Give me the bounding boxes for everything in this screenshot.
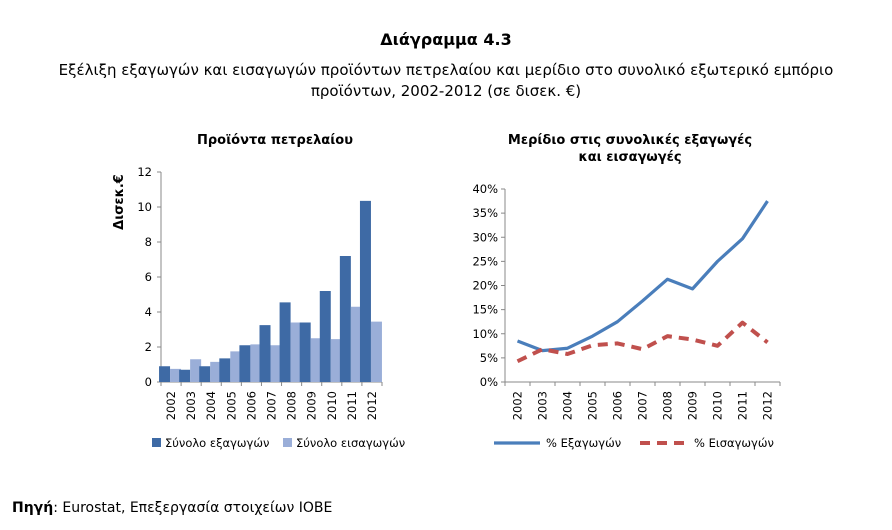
bar-chart-x-tick-label: 2002	[164, 391, 178, 420]
series-line-imports-share	[516, 320, 769, 364]
line-chart-y-tick-label: 5%	[480, 351, 498, 365]
bar-chart: Προϊόντα πετρελαίου Δισεκ.€ 0 2 4 6 8 10 12 2002 2…	[112, 133, 405, 450]
subtitle-line-2: προϊόντων, 2002-2012 (σε δισεκ. €)	[310, 82, 582, 100]
line-chart-x-tick-label: 2011	[736, 391, 750, 420]
legend-label-exports: Σύνολο εξαγωγών	[165, 436, 269, 450]
legend-label-exports-share: % Εξαγωγών	[546, 436, 621, 450]
line-chart-y-tick-label: 40%	[472, 182, 498, 196]
bar-imports	[370, 321, 382, 382]
line-chart-x-tick-label: 2007	[636, 391, 650, 420]
bar-chart-y-tick-label: 12	[137, 165, 152, 179]
line-chart-x-tick-label: 2008	[661, 391, 675, 420]
bar-exports	[259, 325, 271, 382]
bar-chart-y-tick-label: 8	[145, 235, 152, 249]
bar-imports	[310, 338, 322, 382]
bar-imports	[190, 359, 202, 382]
bar-exports	[299, 322, 311, 382]
bar-imports	[210, 361, 222, 382]
bar-exports	[159, 366, 171, 382]
source-label: Πηγή	[12, 500, 54, 516]
bar-chart-x-tick-label: 2007	[265, 391, 279, 420]
bar-chart-title: Προϊόντα πετρελαίου	[197, 133, 353, 148]
bar-chart-x-tick-label: 2009	[305, 391, 319, 420]
line-chart-y-tick-label: 30%	[472, 230, 498, 244]
line-chart-x-tick-label: 2012	[761, 391, 775, 420]
source-note: Πηγή: Eurostat, Επεξεργασία στοιχείων ΙΟ…	[12, 500, 332, 516]
bar-chart-x-tick-label: 2010	[325, 391, 339, 420]
source-text: : Eurostat, Επεξεργασία στοιχείων ΙΟΒΕ	[53, 500, 333, 516]
line-chart: Μερίδιο στις συνολικές εξαγωγές και εισαγ…	[472, 133, 781, 450]
line-chart-title-line-1: Μερίδιο στις συνολικές εξαγωγές	[508, 133, 752, 148]
bar-chart-y-axis-label: Δισεκ.€	[112, 174, 127, 230]
line-chart-title-line-2: και εισαγωγές	[578, 150, 681, 165]
bar-chart-y-tick-label: 0	[145, 375, 152, 389]
bar-exports	[279, 302, 291, 382]
bar-imports	[290, 322, 302, 382]
page-subtitle: Εξέλιξη εξαγωγών και εισαγωγών προϊόντων…	[20, 60, 872, 102]
line-chart-x-tick-label: 2009	[686, 391, 700, 420]
subtitle-line-1: Εξέλιξη εξαγωγών και εισαγωγών προϊόντων…	[58, 61, 834, 79]
line-chart-x-tick-label: 2004	[561, 391, 575, 420]
bar-exports	[359, 200, 371, 382]
bar-chart-x-tick-label: 2012	[365, 391, 379, 420]
line-chart-y-tick-label: 10%	[472, 327, 498, 341]
series-line-exports-share	[516, 200, 769, 353]
bar-exports	[239, 345, 251, 382]
bar-chart-x-tick-label: 2005	[224, 391, 238, 420]
line-chart-y-tick-label: 35%	[472, 206, 498, 220]
line-chart-x-tick-label: 2010	[711, 391, 725, 420]
bar-exports	[339, 256, 351, 382]
line-chart-y-tick-label: 20%	[472, 279, 498, 293]
bar-chart-y-tick-label: 4	[145, 305, 152, 319]
bar-imports	[250, 344, 262, 382]
bar-exports	[219, 358, 231, 382]
bar-exports	[319, 291, 331, 382]
legend-swatch-exports	[152, 438, 161, 447]
bar-imports	[330, 339, 342, 382]
bar-chart-x-tick-label: 2011	[345, 391, 359, 420]
bar-chart-x-tick-label: 2003	[184, 391, 198, 420]
bar-imports	[170, 368, 182, 382]
line-chart-x-tick-label: 2002	[511, 391, 525, 420]
line-chart-y-tick-label: 0%	[480, 375, 498, 389]
bar-chart-x-tick-label: 2006	[244, 391, 258, 420]
bar-imports	[270, 345, 282, 382]
line-chart-x-tick-label: 2006	[611, 391, 625, 420]
bar-chart-y-tick-label: 10	[137, 200, 152, 214]
line-chart-x-tick-label: 2003	[536, 391, 550, 420]
legend-label-imports: Σύνολο εισαγωγών	[296, 436, 405, 450]
bar-imports	[350, 306, 362, 382]
bar-chart-y-tick-label: 2	[145, 340, 152, 354]
bar-chart-x-tick-label: 2004	[204, 391, 218, 420]
bar-chart-y-tick-label: 6	[145, 270, 152, 284]
bar-imports	[230, 351, 242, 382]
bar-exports	[179, 369, 191, 382]
bar-exports	[199, 366, 211, 382]
legend-swatch-imports	[283, 438, 292, 447]
bar-chart-x-tick-label: 2008	[285, 391, 299, 420]
line-chart-y-tick-label: 15%	[472, 303, 498, 317]
page-title: Διάγραμμα 4.3	[380, 30, 512, 49]
line-chart-x-tick-label: 2005	[586, 391, 600, 420]
line-chart-y-tick-label: 25%	[472, 254, 498, 268]
legend-label-imports-share: % Εισαγωγών	[694, 436, 774, 450]
